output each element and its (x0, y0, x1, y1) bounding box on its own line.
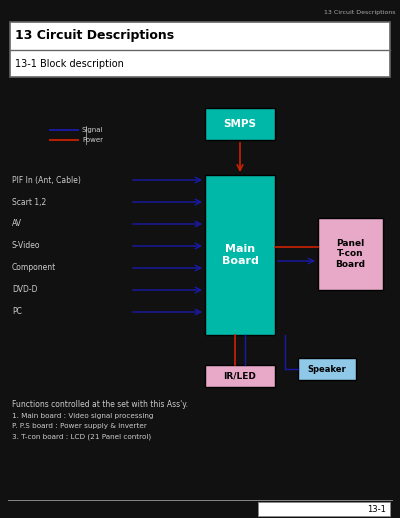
Bar (258, 502, 390, 516)
Bar (205, 365, 275, 387)
Text: 13 Circuit Descriptions: 13 Circuit Descriptions (15, 30, 174, 42)
Bar (205, 108, 275, 140)
Text: PIF In (Ant, Cable): PIF In (Ant, Cable) (12, 176, 81, 184)
Text: Power: Power (82, 137, 103, 143)
Text: Scart 1,2: Scart 1,2 (12, 197, 46, 207)
Text: Signal: Signal (82, 127, 104, 133)
Text: DVD-D: DVD-D (12, 285, 38, 295)
Text: Component: Component (12, 264, 56, 272)
Bar (318, 218, 383, 290)
Bar (205, 175, 275, 335)
Bar (298, 358, 356, 380)
Text: AV: AV (12, 220, 22, 228)
Text: Main
Board: Main Board (222, 244, 258, 266)
Text: IR/LED: IR/LED (224, 371, 256, 381)
Text: Functions controlled at the set with this Ass'y.: Functions controlled at the set with thi… (12, 400, 188, 409)
Text: 13-1 Block description: 13-1 Block description (15, 59, 124, 69)
Bar (10, 22, 390, 77)
Text: Panel
T-con
Board: Panel T-con Board (336, 239, 366, 269)
Text: 1. Main board : Video signal processing: 1. Main board : Video signal processing (12, 413, 154, 419)
Text: 13-1: 13-1 (367, 505, 386, 513)
Text: Speaker: Speaker (308, 365, 346, 373)
Text: 3. T-con board : LCD (21 Panel control): 3. T-con board : LCD (21 Panel control) (12, 433, 151, 439)
Text: PC: PC (12, 308, 22, 316)
Text: SMPS: SMPS (224, 119, 256, 129)
Text: 13 Circuit Descriptions: 13 Circuit Descriptions (324, 10, 395, 15)
Text: P. P.S board : Power supply & inverter: P. P.S board : Power supply & inverter (12, 423, 147, 429)
Text: S-Video: S-Video (12, 241, 40, 251)
